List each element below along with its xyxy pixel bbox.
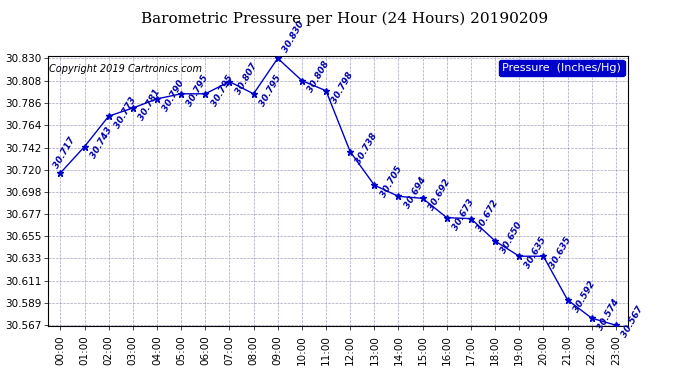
Text: 30.673: 30.673 <box>451 197 476 231</box>
Text: 30.781: 30.781 <box>137 87 162 122</box>
Text: 30.795: 30.795 <box>210 73 235 108</box>
Text: 30.807: 30.807 <box>234 61 259 96</box>
Text: 30.635: 30.635 <box>524 236 549 270</box>
Text: 30.717: 30.717 <box>52 136 77 170</box>
Text: 30.795: 30.795 <box>186 73 210 108</box>
Text: 30.830: 30.830 <box>281 20 306 54</box>
Text: 30.694: 30.694 <box>403 176 428 210</box>
Text: 30.574: 30.574 <box>596 297 621 332</box>
Text: 30.808: 30.808 <box>306 60 331 94</box>
Text: 30.743: 30.743 <box>89 126 114 160</box>
Text: Barometric Pressure per Hour (24 Hours) 20190209: Barometric Pressure per Hour (24 Hours) … <box>141 11 549 26</box>
Text: 30.790: 30.790 <box>161 78 186 113</box>
Text: 30.692: 30.692 <box>427 178 452 212</box>
Text: Copyright 2019 Cartronics.com: Copyright 2019 Cartronics.com <box>49 64 202 74</box>
Text: 30.567: 30.567 <box>620 304 645 339</box>
Text: 30.650: 30.650 <box>500 220 524 255</box>
Text: 30.738: 30.738 <box>355 131 380 165</box>
Text: 30.795: 30.795 <box>258 73 283 108</box>
Text: 30.798: 30.798 <box>331 70 355 105</box>
Text: 30.592: 30.592 <box>572 279 597 314</box>
Text: 30.672: 30.672 <box>475 198 500 232</box>
Text: 30.705: 30.705 <box>379 165 404 199</box>
Text: 30.635: 30.635 <box>548 236 573 270</box>
Legend: Pressure  (Inches/Hg): Pressure (Inches/Hg) <box>499 60 624 76</box>
Text: 30.773: 30.773 <box>113 96 138 130</box>
